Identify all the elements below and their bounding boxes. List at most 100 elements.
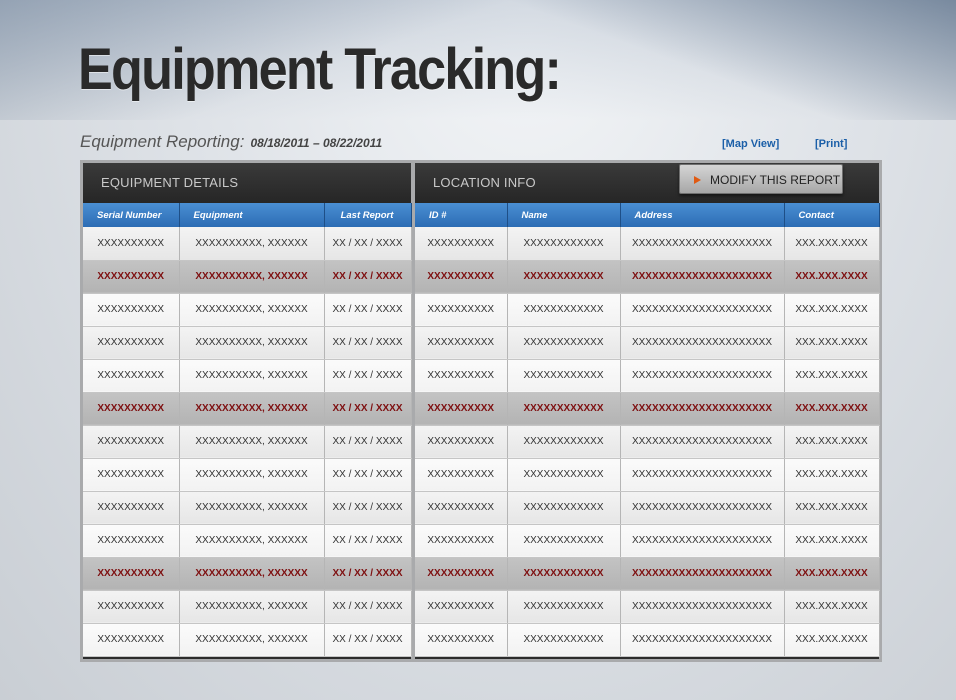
cell-name: XXXXXXXXXXXX <box>507 326 621 360</box>
cell-last-report: XX / XX / XXXX <box>324 326 412 360</box>
cell-equipment: XXXXXXXXXX, XXXXXX <box>179 557 325 591</box>
table-row[interactable]: XXXXXXXXXX XXXXXXXXXX, XXXXXX XX / XX / XX… <box>83 491 412 525</box>
col-serial-number[interactable]: Serial Number <box>83 203 180 227</box>
table-row[interactable]: XXXXXXXXXX XXXXXXXXXX, XXXXXX XX / XX / XX… <box>83 359 412 393</box>
col-contact[interactable]: Contact <box>784 203 880 227</box>
cell-id: XXXXXXXXXX <box>415 623 508 657</box>
cell-last-report: XX / XX / XXXX <box>324 227 412 261</box>
cell-address: XXXXXXXXXXXXXXXXXXXXX <box>620 260 785 294</box>
cell-equipment: XXXXXXXXXX, XXXXXX <box>179 392 325 426</box>
equipment-details-heading: EQUIPMENT DETAILS <box>83 163 411 203</box>
print-link[interactable]: [Print] <box>815 138 848 150</box>
cell-equipment: XXXXXXXXXX, XXXXXX <box>179 227 325 261</box>
cell-equipment: XXXXXXXXXX, XXXXXX <box>179 590 325 624</box>
table-row[interactable]: XXXXXXXXXX XXXXXXXXXX, XXXXXX XX / XX / XX… <box>83 623 412 657</box>
cell-last-report: XX / XX / XXXX <box>324 590 412 624</box>
cell-contact: XXX.XXX.XXXX <box>784 491 880 525</box>
cell-name: XXXXXXXXXXXX <box>507 227 621 261</box>
col-name[interactable]: Name <box>507 203 621 227</box>
report-frame: EQUIPMENT DETAILS Serial Number Equipmen… <box>80 160 882 662</box>
cell-name: XXXXXXXXXXXX <box>507 293 621 327</box>
cell-id: XXXXXXXXXX <box>415 557 508 591</box>
table-row[interactable]: XXXXXXXXXX XXXXXXXXXX, XXXXXX XX / XX / XX… <box>83 458 412 492</box>
table-row[interactable]: XXXXXXXXXX XXXXXXXXXXXX XXXXXXXXXXXXXXXXXX… <box>415 392 880 426</box>
table-row[interactable]: XXXXXXXXXX XXXXXXXXXXXX XXXXXXXXXXXXXXXXXX… <box>415 491 880 525</box>
cell-serial-number: XXXXXXXXXX <box>83 392 180 426</box>
table-row[interactable]: XXXXXXXXXX XXXXXXXXXXXX XXXXXXXXXXXXXXXXXX… <box>415 425 880 459</box>
cell-contact: XXX.XXX.XXXX <box>784 623 880 657</box>
table-row[interactable]: XXXXXXXXXX XXXXXXXXXX, XXXXXX XX / XX / XX… <box>83 293 412 327</box>
cell-last-report: XX / XX / XXXX <box>324 392 412 426</box>
equipment-details-body: XXXXXXXXXX XXXXXXXXXX, XXXXXX XX / XX / XX… <box>83 227 412 657</box>
equipment-details-panel: EQUIPMENT DETAILS Serial Number Equipmen… <box>83 163 412 659</box>
cell-equipment: XXXXXXXXXX, XXXXXX <box>179 458 325 492</box>
cell-name: XXXXXXXXXXXX <box>507 458 621 492</box>
cell-last-report: XX / XX / XXXX <box>324 458 412 492</box>
report-subtitle: Equipment Reporting: 08/18/2011 – 08/22/2… <box>80 132 382 152</box>
table-row[interactable]: XXXXXXXXXX XXXXXXXXXXXX XXXXXXXXXXXXXXXXXX… <box>415 458 880 492</box>
cell-address: XXXXXXXXXXXXXXXXXXXXX <box>620 557 785 591</box>
table-row[interactable]: XXXXXXXXXX XXXXXXXXXXXX XXXXXXXXXXXXXXXXXX… <box>415 227 880 261</box>
table-row[interactable]: XXXXXXXXXX XXXXXXXXXXXX XXXXXXXXXXXXXXXXXX… <box>415 557 880 591</box>
table-row[interactable]: XXXXXXXXXX XXXXXXXXXXXX XXXXXXXXXXXXXXXXXX… <box>415 260 880 294</box>
subtitle-label: Equipment Reporting: <box>80 132 245 151</box>
col-address[interactable]: Address <box>620 203 785 227</box>
location-info-body: XXXXXXXXXX XXXXXXXXXXXX XXXXXXXXXXXXXXXXXX… <box>415 227 880 657</box>
table-row[interactable]: XXXXXXXXXX XXXXXXXXXXXX XXXXXXXXXXXXXXXXXX… <box>415 326 880 360</box>
table-row[interactable]: XXXXXXXXXX XXXXXXXXXX, XXXXXX XX / XX / XX… <box>83 227 412 261</box>
table-row[interactable]: XXXXXXXXXX XXXXXXXXXXXX XXXXXXXXXXXXXXXXXX… <box>415 590 880 624</box>
cell-contact: XXX.XXX.XXXX <box>784 524 880 558</box>
cell-last-report: XX / XX / XXXX <box>324 260 412 294</box>
cell-equipment: XXXXXXXXXX, XXXXXX <box>179 359 325 393</box>
cell-id: XXXXXXXXXX <box>415 524 508 558</box>
cell-last-report: XX / XX / XXXX <box>324 491 412 525</box>
cell-name: XXXXXXXXXXXX <box>507 392 621 426</box>
cell-id: XXXXXXXXXX <box>415 491 508 525</box>
cell-serial-number: XXXXXXXXXX <box>83 590 180 624</box>
cell-address: XXXXXXXXXXXXXXXXXXXXX <box>620 425 785 459</box>
cell-contact: XXX.XXX.XXXX <box>784 359 880 393</box>
col-id[interactable]: ID # <box>415 203 508 227</box>
cell-name: XXXXXXXXXXXX <box>507 557 621 591</box>
cell-serial-number: XXXXXXXXXX <box>83 491 180 525</box>
col-equipment[interactable]: Equipment <box>179 203 325 227</box>
cell-serial-number: XXXXXXXXXX <box>83 326 180 360</box>
table-row[interactable]: XXXXXXXXXX XXXXXXXXXX, XXXXXX XX / XX / XX… <box>83 590 412 624</box>
table-row[interactable]: XXXXXXXXXX XXXXXXXXXX, XXXXXX XX / XX / XX… <box>83 524 412 558</box>
location-info-panel: LOCATION INFO MODIFY THIS REPORT ID # Na… <box>415 163 880 659</box>
table-row[interactable]: XXXXXXXXXX XXXXXXXXXXXX XXXXXXXXXXXXXXXXXX… <box>415 293 880 327</box>
table-row[interactable]: XXXXXXXXXX XXXXXXXXXXXX XXXXXXXXXXXXXXXXXX… <box>415 524 880 558</box>
cell-serial-number: XXXXXXXXXX <box>83 359 180 393</box>
cell-contact: XXX.XXX.XXXX <box>784 227 880 261</box>
table-row[interactable]: XXXXXXXXXX XXXXXXXXXX, XXXXXX XX / XX / XX… <box>83 392 412 426</box>
table-row[interactable]: XXXXXXXXXX XXXXXXXXXXXX XXXXXXXXXXXXXXXXXX… <box>415 359 880 393</box>
cell-contact: XXX.XXX.XXXX <box>784 326 880 360</box>
cell-id: XXXXXXXXXX <box>415 425 508 459</box>
cell-address: XXXXXXXXXXXXXXXXXXXXX <box>620 293 785 327</box>
cell-equipment: XXXXXXXXXX, XXXXXX <box>179 293 325 327</box>
location-info-table: ID # Name Address Contact XXXXXXXXXX XXXX… <box>415 203 880 657</box>
col-last-report[interactable]: Last Report <box>324 203 412 227</box>
cell-id: XXXXXXXXXX <box>415 260 508 294</box>
cell-name: XXXXXXXXXXXX <box>507 524 621 558</box>
modify-report-button[interactable]: MODIFY THIS REPORT <box>679 164 843 194</box>
cell-equipment: XXXXXXXXXX, XXXXXX <box>179 491 325 525</box>
cell-address: XXXXXXXXXXXXXXXXXXXXX <box>620 491 785 525</box>
cell-name: XXXXXXXXXXXX <box>507 590 621 624</box>
cell-address: XXXXXXXXXXXXXXXXXXXXX <box>620 326 785 360</box>
table-row[interactable]: XXXXXXXXXX XXXXXXXXXX, XXXXXX XX / XX / XX… <box>83 326 412 360</box>
cell-last-report: XX / XX / XXXX <box>324 623 412 657</box>
table-row[interactable]: XXXXXXXXXX XXXXXXXXXX, XXXXXX XX / XX / XX… <box>83 260 412 294</box>
cell-contact: XXX.XXX.XXXX <box>784 260 880 294</box>
cell-id: XXXXXXXXXX <box>415 359 508 393</box>
cell-last-report: XX / XX / XXXX <box>324 524 412 558</box>
cell-id: XXXXXXXXXX <box>415 293 508 327</box>
play-arrow-icon <box>694 176 701 184</box>
table-row[interactable]: XXXXXXXXXX XXXXXXXXXX, XXXXXX XX / XX / XX… <box>83 557 412 591</box>
cell-name: XXXXXXXXXXXX <box>507 491 621 525</box>
map-view-link[interactable]: [Map View] <box>722 138 780 150</box>
cell-serial-number: XXXXXXXXXX <box>83 623 180 657</box>
table-row[interactable]: XXXXXXXXXX XXXXXXXXXXXX XXXXXXXXXXXXXXXXXX… <box>415 623 880 657</box>
table-row[interactable]: XXXXXXXXXX XXXXXXXXXX, XXXXXX XX / XX / XX… <box>83 425 412 459</box>
cell-last-report: XX / XX / XXXX <box>324 293 412 327</box>
